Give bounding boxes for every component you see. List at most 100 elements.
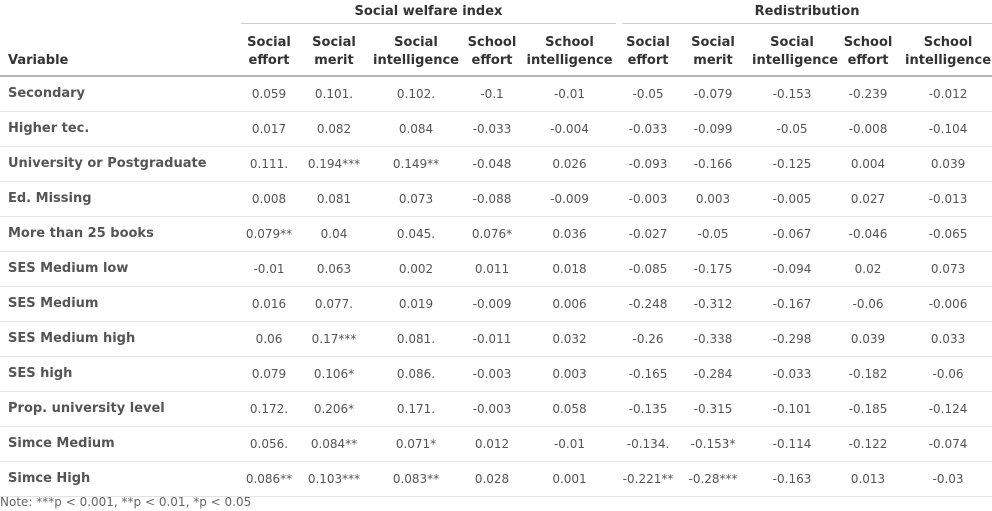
table-cell: -0.101 <box>752 391 833 427</box>
table-cell: -0.182 <box>832 356 905 392</box>
table-cell: -0.027 <box>622 216 675 252</box>
table-cell: 0.084** <box>297 426 371 462</box>
table-cell: -0.153 <box>752 76 833 112</box>
table-cell: -0.239 <box>832 76 905 112</box>
table-cell: -0.122 <box>832 426 905 462</box>
column-gap <box>616 286 623 322</box>
column-header: Social intelligence <box>752 23 838 77</box>
table-cell: 0.011 <box>461 251 523 287</box>
table-cell: -0.167 <box>752 286 833 322</box>
column-header: School intelligence <box>523 23 617 77</box>
table-cell: 0.194*** <box>297 146 371 182</box>
table-cell: 0.082 <box>297 111 371 147</box>
column-header: Social intelligence <box>371 23 461 77</box>
table-cell: -0.134. <box>622 426 675 462</box>
table-cell: -0.28*** <box>674 461 753 497</box>
column-header: Social effort <box>241 23 297 77</box>
table-cell: 0.003 <box>674 181 753 217</box>
table-row: SES high 0.079 0.106* 0.086. -0.003 0.003 -0.1… <box>0 356 992 392</box>
table-cell: -0.008 <box>832 111 905 147</box>
significance-note: Note: ***p < 0.001, **p < 0.01, *p < 0.0… <box>0 495 252 509</box>
table-cell: 0.079** <box>241 216 297 252</box>
table-row: Secondary 0.059 0.101. 0.102. -0.1 -0.01 -0.05… <box>0 76 992 112</box>
column-header: School effort <box>832 23 905 77</box>
table-cell: 0.039 <box>832 321 905 357</box>
table-cell: -0.312 <box>674 286 753 322</box>
table-cell: -0.099 <box>674 111 753 147</box>
column-gap <box>616 461 623 497</box>
column-gap <box>616 426 623 462</box>
table-cell: 0.058 <box>523 391 617 427</box>
table-cell: 0.017 <box>241 111 297 147</box>
table-cell: 0.077. <box>297 286 371 322</box>
table-cell: -0.338 <box>674 321 753 357</box>
table-cell: 0.039 <box>904 146 992 182</box>
row-label: Higher tec. <box>0 111 241 147</box>
table-cell: 0.002 <box>371 251 461 287</box>
table-cell: -0.009 <box>461 286 523 322</box>
table-cell: 0.081 <box>297 181 371 217</box>
column-header: School intelligence <box>904 23 992 77</box>
table-cell: -0.185 <box>832 391 905 427</box>
column-gap <box>616 111 623 147</box>
table-cell: -0.012 <box>904 76 992 112</box>
spacer <box>0 0 241 24</box>
table-cell: 0.206* <box>297 391 371 427</box>
table-cell: -0.033 <box>752 356 833 392</box>
table-cell: 0.026 <box>523 146 617 182</box>
column-header-variable: Variable <box>0 23 241 77</box>
table-cell: -0.033 <box>461 111 523 147</box>
table-cell: -0.315 <box>674 391 753 427</box>
table-cell: -0.05 <box>752 111 833 147</box>
column-gap <box>616 356 623 392</box>
table-cell: -0.046 <box>832 216 905 252</box>
table-cell: -0.094 <box>752 251 833 287</box>
row-label: Simce High <box>0 461 241 497</box>
table-row: Prop. university level 0.172. 0.206* 0.171.… <box>0 391 992 427</box>
table-cell: -0.013 <box>904 181 992 217</box>
table-cell: 0.056. <box>241 426 297 462</box>
table-cell: -0.124 <box>904 391 992 427</box>
table-row: SES Medium high 0.06 0.17*** 0.081. -0.011 0.… <box>0 321 992 357</box>
table-cell: 0.086** <box>241 461 297 497</box>
column-gap <box>616 146 623 182</box>
table-cell: 0.004 <box>832 146 905 182</box>
table-cell: 0.019 <box>371 286 461 322</box>
table-cell: 0.028 <box>461 461 523 497</box>
table-cell: 0.016 <box>241 286 297 322</box>
table-cell: 0.06 <box>241 321 297 357</box>
row-label: More than 25 books <box>0 216 241 252</box>
table-cell: -0.05 <box>674 216 753 252</box>
table-cell: 0.008 <box>241 181 297 217</box>
column-gap <box>616 251 623 287</box>
table-cell: -0.067 <box>752 216 833 252</box>
table-cell: 0.04 <box>297 216 371 252</box>
table-cell: -0.221** <box>622 461 675 497</box>
group-header-redistribution: Redistribution <box>622 0 992 24</box>
column-header: Social effort <box>622 23 675 77</box>
table-cell: 0.071* <box>371 426 461 462</box>
table-cell: -0.009 <box>523 181 617 217</box>
table-cell: -0.011 <box>461 321 523 357</box>
column-gap <box>616 321 623 357</box>
table-cell: -0.298 <box>752 321 833 357</box>
column-header: Social merit <box>674 23 753 77</box>
table-cell: 0.032 <box>523 321 617 357</box>
row-label: Simce Medium <box>0 426 241 462</box>
table-cell: -0.006 <box>904 286 992 322</box>
table-row: Higher tec. 0.017 0.082 0.084 -0.033 -0.004 -0… <box>0 111 992 147</box>
table-cell: -0.1 <box>461 76 523 112</box>
column-gap <box>616 181 623 217</box>
table-row: More than 25 books 0.079** 0.04 0.045. 0.076… <box>0 216 992 252</box>
table-row: Ed. Missing 0.008 0.081 0.073 -0.088 -0.009 -0… <box>0 181 992 217</box>
table-cell: -0.163 <box>752 461 833 497</box>
table-cell: 0.073 <box>371 181 461 217</box>
table-cell: 0.103*** <box>297 461 371 497</box>
table-row: University or Postgraduate 0.111. 0.194***… <box>0 146 992 182</box>
column-gap <box>616 76 623 112</box>
regression-table: Social welfare index Redistribution Vari… <box>0 0 992 497</box>
table-cell: 0.079 <box>241 356 297 392</box>
row-label: SES Medium <box>0 286 241 322</box>
table-cell: -0.048 <box>461 146 523 182</box>
table-cell: 0.171. <box>371 391 461 427</box>
